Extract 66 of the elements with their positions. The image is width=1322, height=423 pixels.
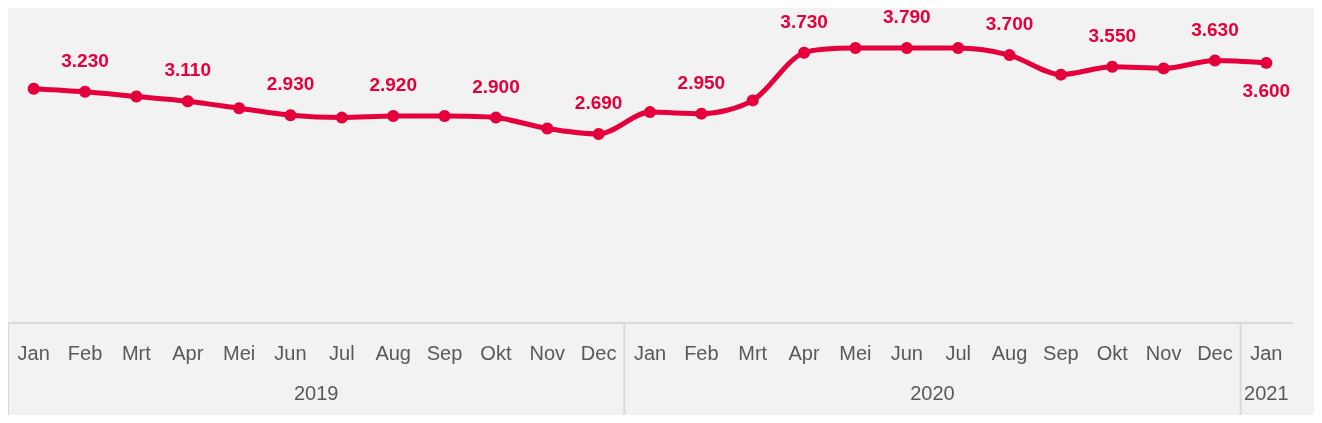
point <box>387 110 400 123</box>
x-tick-label: Jan <box>17 342 50 364</box>
data-label: 3.230 <box>61 49 109 71</box>
point <box>1106 60 1119 73</box>
data-label: 3.790 <box>883 6 931 28</box>
data-label: 2.900 <box>472 75 520 97</box>
x-tick-label: Feb <box>684 342 719 364</box>
point <box>335 111 348 124</box>
data-label: 3.730 <box>780 10 828 32</box>
data-label: 3.600 <box>1242 79 1291 101</box>
x-tick-label: Okt <box>1096 342 1129 364</box>
point <box>1260 56 1273 69</box>
x-tick-label: Dec <box>1197 342 1233 364</box>
x-tick-label: Apr <box>788 342 820 364</box>
point <box>284 109 297 122</box>
point <box>79 85 92 98</box>
x-tick-label: Feb <box>67 342 103 364</box>
point <box>233 102 246 115</box>
point <box>644 106 656 119</box>
point <box>130 90 143 103</box>
x-tick-label: Sep <box>1043 342 1079 364</box>
x-tick-label: Jul <box>945 342 971 364</box>
x-tick-label: Mrt <box>738 342 768 364</box>
point <box>900 42 913 55</box>
data-label: 2.930 <box>266 73 315 95</box>
point <box>1208 54 1221 67</box>
point <box>438 110 451 123</box>
point <box>541 122 554 135</box>
x-tick-label: Mei <box>839 342 872 364</box>
point <box>27 82 40 95</box>
point <box>489 111 502 124</box>
x-tick-label: Dec <box>580 342 617 364</box>
x-tick-label: Aug <box>991 342 1028 364</box>
x-tick-label: Nov <box>1145 342 1182 364</box>
point <box>1054 68 1067 81</box>
x-tick-label: Jan <box>1250 342 1283 364</box>
x-tick-label: Nov <box>529 342 566 364</box>
x-tick-label: Jul <box>329 342 355 364</box>
x-tick-label: Aug <box>375 342 411 364</box>
x-tick-label: Jan <box>633 342 667 364</box>
point <box>746 94 759 107</box>
point <box>181 95 194 108</box>
x-tick-label: Mrt <box>121 342 152 364</box>
data-label: 3.550 <box>1088 24 1137 46</box>
point <box>695 107 708 120</box>
data-label: 3.630 <box>1191 18 1239 40</box>
text: 2021 <box>1244 382 1289 404</box>
point <box>952 42 965 55</box>
data-label: 3.700 <box>985 13 1034 35</box>
point <box>849 42 862 55</box>
data-label: 3.110 <box>164 59 212 81</box>
data-label: 2.690 <box>574 91 623 113</box>
text: 2020 <box>910 382 955 404</box>
x-tick-label: Jun <box>890 342 923 364</box>
point <box>592 127 605 140</box>
x-tick-label: Okt <box>480 342 512 364</box>
x-tick-label: Sep <box>426 342 463 364</box>
data-label: 2.920 <box>369 74 417 96</box>
x-tick-label: Apr <box>172 342 204 364</box>
data-label: 2.950 <box>677 71 726 93</box>
x-tick-label: Mei <box>223 342 256 364</box>
point <box>1003 49 1016 62</box>
text: 2019 <box>293 382 339 404</box>
x-tick-label: Jun <box>274 342 307 364</box>
point <box>1157 62 1170 75</box>
point <box>798 46 811 59</box>
